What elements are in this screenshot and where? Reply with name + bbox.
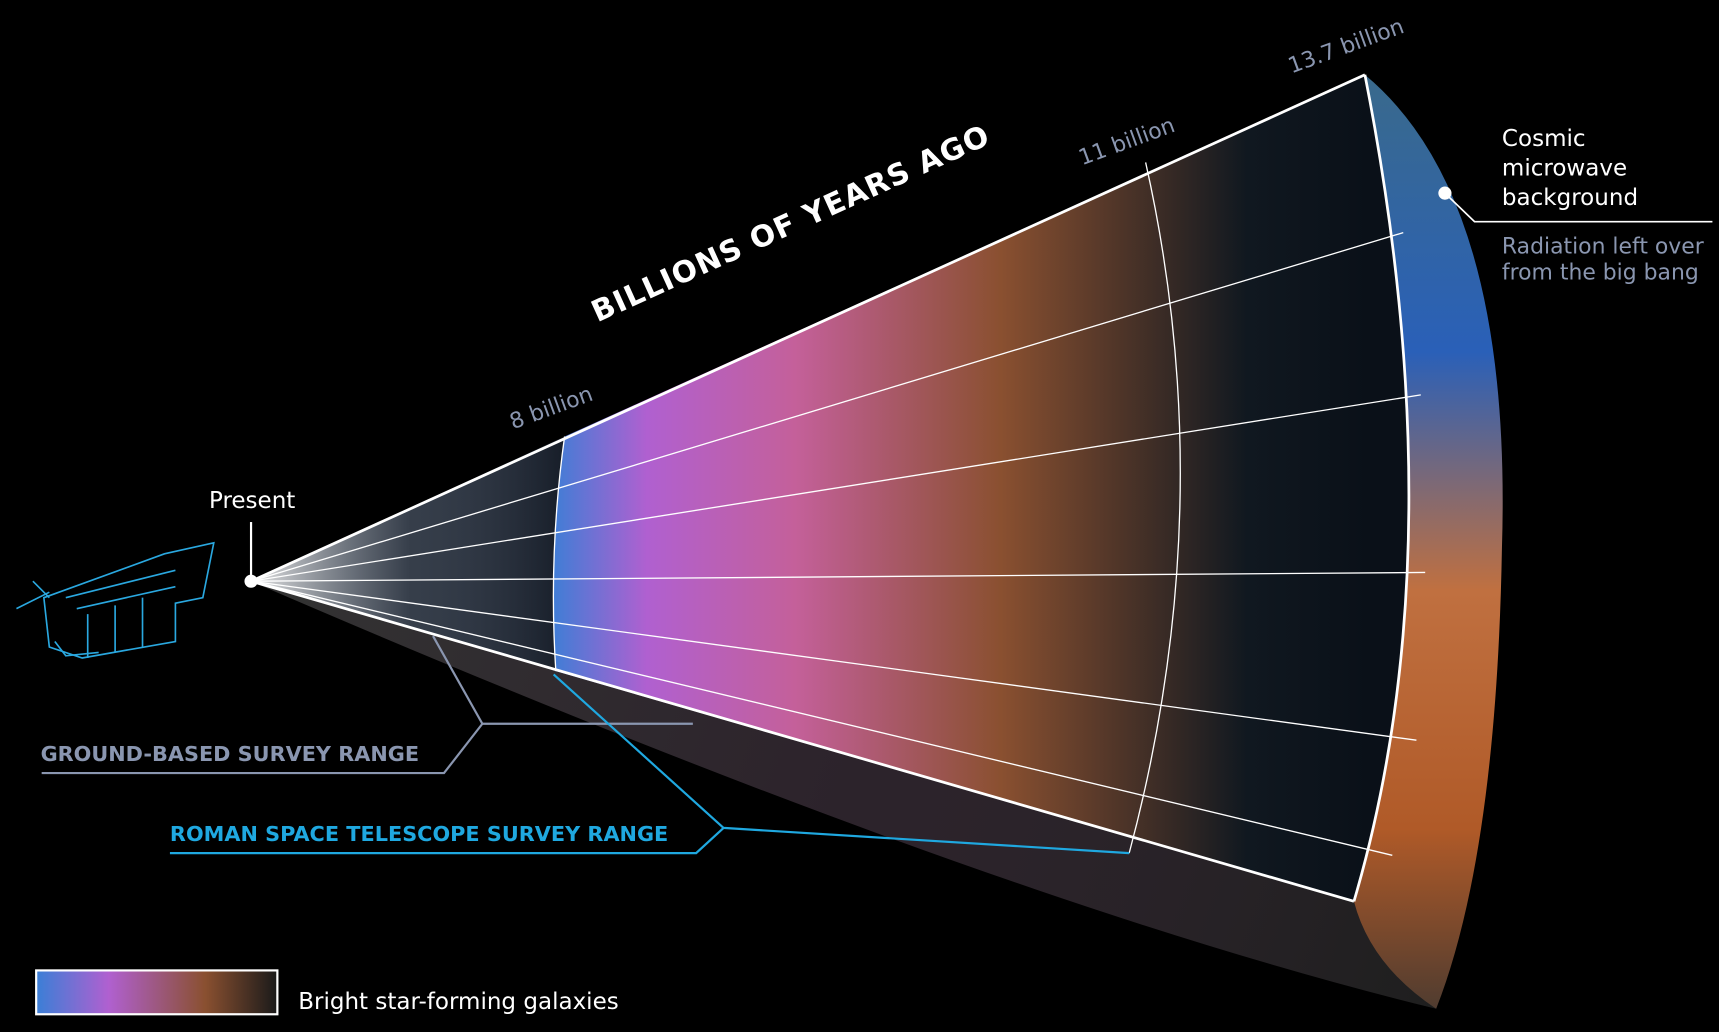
grid <box>250 162 1426 856</box>
cone-underside <box>251 581 1437 1009</box>
roman-range-label: ROMAN SPACE TELESCOPE SURVEY RANGE <box>170 822 668 846</box>
galaxy-region <box>553 74 1409 902</box>
near-region <box>251 436 565 672</box>
time-label: 13.7 billion <box>1285 14 1408 79</box>
telescope-icon <box>16 541 215 659</box>
time-label: 8 billion <box>507 382 597 435</box>
cmb-shell <box>1353 74 1503 1009</box>
time-label: 11 billion <box>1076 113 1179 171</box>
cone-edges <box>250 73 1411 903</box>
cmb-description: from the big bang <box>1502 261 1699 286</box>
cmb-name: Cosmic <box>1502 126 1586 152</box>
cmb-name: background <box>1502 185 1638 211</box>
present-dot <box>244 574 258 588</box>
cmb-name: microwave <box>1502 156 1627 182</box>
cmb-description: Radiation left over <box>1502 234 1704 259</box>
ground-leader <box>41 635 693 775</box>
roman-leader <box>169 673 1130 855</box>
cmb-leader <box>1444 192 1713 223</box>
legend-swatch <box>35 969 279 1016</box>
present-label: Present <box>209 488 295 514</box>
legend-label: Bright star-forming galaxies <box>298 989 619 1015</box>
ground-range-label: GROUND-BASED SURVEY RANGE <box>41 742 420 766</box>
